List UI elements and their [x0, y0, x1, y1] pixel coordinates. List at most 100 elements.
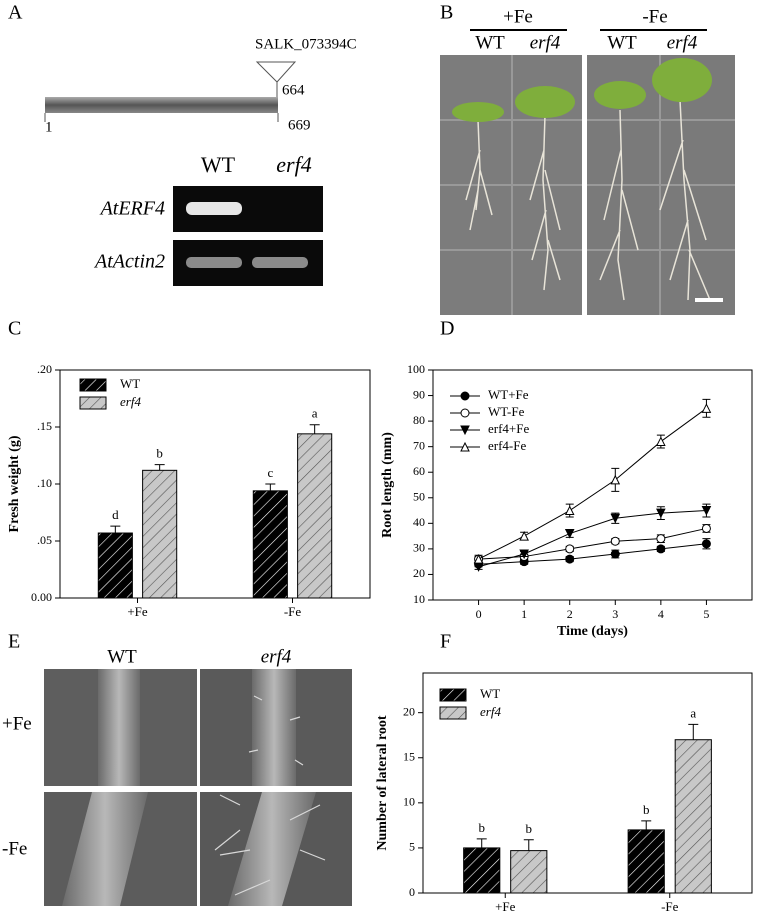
x-tick-label: +Fe: [127, 604, 148, 619]
y-tick-label: 50: [413, 490, 425, 504]
column-label: erf4: [261, 646, 292, 667]
position-label: 669: [288, 117, 311, 133]
legend-marker: [460, 391, 470, 401]
gel-row: AtActin2: [93, 251, 165, 273]
marker: [564, 529, 575, 539]
legend-swatch: [439, 706, 467, 720]
group-label: -Fe: [642, 6, 667, 27]
y-tick-label: 30: [413, 541, 425, 555]
bar: [674, 739, 712, 894]
panel-label: A: [8, 2, 23, 24]
marker: [701, 403, 712, 413]
significance-letter: a: [690, 705, 696, 720]
legend-marker: [460, 425, 470, 436]
x-tick-label: 0: [476, 607, 482, 621]
x-tick-label: 5: [703, 607, 709, 621]
marker: [610, 549, 620, 559]
legend-label: WT: [120, 376, 140, 391]
y-tick-label: 90: [413, 387, 425, 401]
gel-column: erf4: [276, 152, 311, 177]
t-dna-triangle: [255, 61, 297, 83]
marker: [565, 554, 575, 564]
y-tick-label: 20: [413, 566, 425, 580]
x-tick-label: -Fe: [284, 604, 302, 619]
error-bar: [154, 464, 165, 471]
legend-label: WT-Fe: [488, 404, 525, 419]
x-tick-label: 4: [658, 607, 664, 621]
significance-letter: a: [312, 406, 318, 421]
error-bar: [265, 483, 276, 491]
gene-bar: [45, 97, 278, 113]
plot-frame: [422, 672, 753, 894]
legend-label: WT+Fe: [488, 387, 529, 402]
legend-swatch: [439, 688, 467, 702]
position-label: 1: [45, 119, 53, 135]
marker: [519, 530, 529, 541]
x-tick-label: +Fe: [495, 899, 516, 914]
marker: [610, 536, 620, 546]
error-bar: [688, 723, 699, 740]
sem-image: [44, 669, 352, 906]
bar: [463, 847, 501, 894]
significance-letter: b: [526, 821, 533, 836]
marker: [701, 539, 711, 549]
significance-letter: c: [267, 465, 273, 480]
lane-label: WT: [607, 32, 637, 53]
panel-label: F: [440, 631, 451, 653]
legend-label: erf4: [120, 394, 141, 409]
marker: [610, 513, 621, 524]
x-tick-label: 2: [567, 607, 573, 621]
legend-label: erf4+Fe: [488, 421, 529, 436]
line: [478, 543, 707, 565]
significance-letter: b: [478, 820, 485, 835]
panel-label: D: [440, 318, 454, 340]
x-tick-label: 1: [521, 607, 527, 621]
legend-swatch: [79, 378, 107, 392]
y-tick-label: 80: [413, 413, 425, 427]
group-label: +Fe: [503, 6, 533, 27]
bar: [97, 532, 133, 599]
error-bar: [110, 525, 121, 534]
bar: [297, 433, 333, 599]
legend-label: erf4: [480, 704, 501, 719]
error-bar: [641, 820, 652, 830]
significance-letter: b: [156, 446, 163, 461]
x-axis-label: Time (days): [557, 624, 628, 639]
position-label: 664: [282, 82, 305, 98]
marker: [701, 506, 712, 516]
gel-band: [186, 257, 242, 268]
line: [478, 527, 707, 560]
marker: [656, 508, 666, 519]
x-tick-label: 3: [612, 607, 618, 621]
gel-band: [252, 257, 308, 268]
legend-swatch: [79, 396, 107, 410]
legend-label: erf4-Fe: [488, 438, 526, 453]
marker: [473, 553, 484, 564]
plot-frame: [432, 369, 753, 601]
significance-letter: d: [112, 507, 119, 522]
y-tick-label: 70: [413, 438, 425, 452]
panel-label: B: [440, 2, 453, 24]
y-tick-label: 15: [403, 750, 415, 764]
panel-label: E: [8, 631, 20, 653]
bar: [510, 850, 548, 894]
marker: [610, 474, 621, 485]
legend-label: WT: [480, 686, 500, 701]
gel-row: AtERF4: [99, 198, 165, 220]
marker: [701, 523, 711, 533]
y-tick-label: 60: [413, 464, 425, 478]
y-tick-label: 10: [403, 795, 415, 809]
error-bar: [309, 424, 320, 434]
error-bar: [476, 838, 487, 848]
y-tick-label: 0: [409, 885, 415, 899]
significance-letter: b: [643, 802, 650, 817]
bar: [252, 490, 288, 599]
x-tick-label: -Fe: [661, 899, 679, 914]
y-tick-label: .20: [37, 362, 52, 376]
marker: [656, 436, 666, 447]
y-axis-label: Fresh weight (g): [7, 435, 22, 532]
marker: [656, 534, 666, 544]
legend-marker: [460, 441, 470, 452]
insertion-label: SALK_073394C: [255, 36, 357, 52]
y-axis-label: Number of lateral root: [375, 715, 390, 851]
